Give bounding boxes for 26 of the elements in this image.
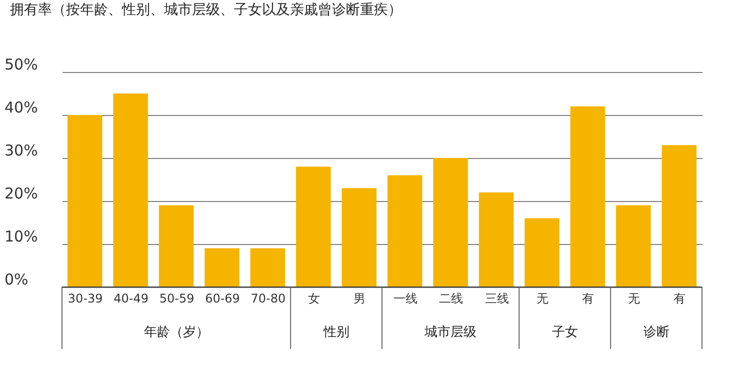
- x-tick-label: 40-49: [114, 292, 149, 306]
- x-tick-label: 二线: [439, 292, 464, 306]
- text: 子女: [552, 325, 578, 340]
- x-tick-label: 有: [582, 292, 594, 306]
- x-tick-label: 一线: [393, 292, 418, 306]
- x-tick-label: 50-59: [159, 292, 194, 306]
- text: 性别: [322, 325, 350, 340]
- text: 城市层级: [424, 325, 477, 340]
- x-tick-label: 无: [628, 292, 640, 306]
- x-tick-label: 有: [674, 292, 686, 306]
- y-tick-label: 40%: [4, 98, 38, 116]
- text: 诊断: [643, 325, 670, 340]
- y-tick-label: 20%: [4, 184, 38, 202]
- x-tick-label: 三线: [484, 292, 509, 306]
- x-tick-label: 70-80: [250, 292, 286, 306]
- text: 年龄（岁）: [144, 325, 209, 340]
- x-tick-label: 男: [354, 292, 366, 306]
- x-tick-label: 60-69: [205, 292, 240, 306]
- y-tick-label: 30%: [4, 142, 38, 160]
- y-tick-label: 50%: [4, 56, 38, 74]
- x-tick-label: 女: [308, 292, 320, 306]
- y-tick-label: 10%: [4, 228, 38, 246]
- x-tick-label: 无: [536, 292, 548, 306]
- x-tick-label: 30-39: [68, 292, 103, 306]
- chart-title: 拥有率（按年龄、性别、城市层级、子女以及亲戚曾诊断重疾）: [10, 2, 402, 18]
- y-tick-label: 0%: [4, 270, 28, 288]
